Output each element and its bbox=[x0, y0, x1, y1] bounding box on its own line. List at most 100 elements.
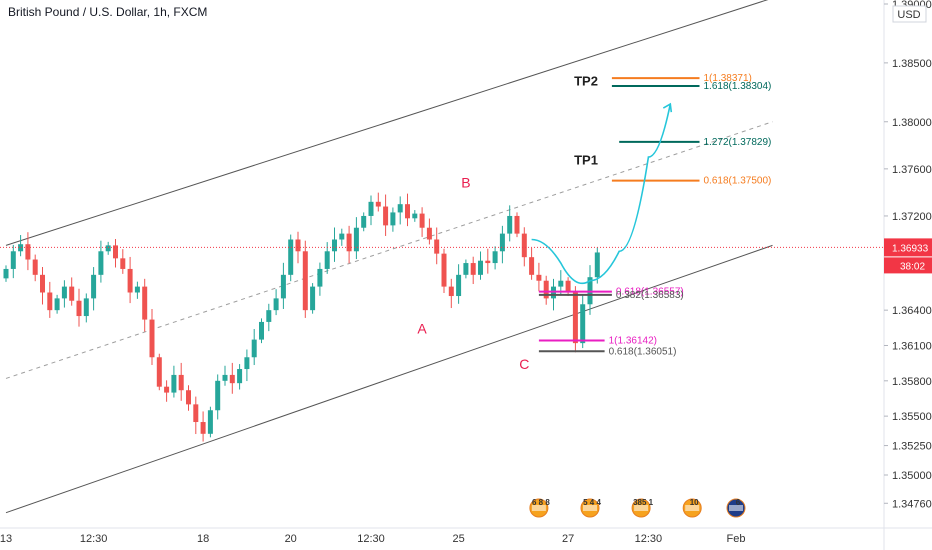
candle-body bbox=[470, 263, 476, 275]
candle-body bbox=[594, 252, 600, 278]
time-tick-label: 25 bbox=[452, 533, 464, 545]
candle-body bbox=[448, 286, 454, 297]
candle-body bbox=[456, 274, 462, 297]
candle-body bbox=[412, 213, 418, 219]
candle-body bbox=[215, 380, 221, 411]
current-price-text: 1.36933 bbox=[892, 243, 929, 254]
wave-label: A bbox=[417, 321, 427, 337]
currency-label: USD bbox=[897, 9, 920, 21]
price-tick-label: 1.35250 bbox=[892, 441, 932, 453]
channel-upper-line[interactable] bbox=[5, 0, 773, 246]
candle-body bbox=[324, 251, 330, 269]
time-tick-label: 12:30 bbox=[635, 533, 663, 545]
projection-arrowhead bbox=[662, 102, 673, 113]
event-count-label: 10 bbox=[690, 498, 699, 507]
time-tick-label: 18 bbox=[197, 533, 209, 545]
candle-body bbox=[485, 260, 491, 264]
price-tick-label: 1.38000 bbox=[892, 117, 932, 129]
candle-body bbox=[113, 245, 118, 259]
time-tick-label: 27 bbox=[562, 533, 574, 545]
candle-body bbox=[222, 374, 228, 381]
candle-body bbox=[295, 239, 301, 252]
countdown-text: 38:02 bbox=[900, 261, 925, 272]
wave-label: B bbox=[461, 175, 470, 191]
candle-body bbox=[463, 263, 469, 275]
candle-body bbox=[397, 204, 403, 213]
candle-body bbox=[405, 204, 410, 219]
event-flag-stripe bbox=[531, 505, 546, 511]
candle-body bbox=[558, 280, 564, 287]
time-tick-label: 12:30 bbox=[80, 533, 108, 545]
fib-level-label: 1.618(1.38304) bbox=[704, 81, 772, 92]
event-flag-stripe bbox=[729, 505, 743, 511]
candle-body bbox=[149, 319, 155, 358]
candle-body bbox=[105, 245, 111, 252]
candle-body bbox=[419, 213, 425, 228]
event-count-label: 6 bbox=[736, 498, 741, 507]
price-tick-label: 1.36400 bbox=[892, 305, 932, 317]
candle-body bbox=[346, 233, 352, 252]
candle-body bbox=[434, 239, 440, 254]
candle-body bbox=[207, 410, 213, 434]
target-label: TP2 bbox=[574, 74, 598, 89]
candle-body bbox=[353, 227, 359, 252]
candle-body bbox=[543, 280, 549, 299]
time-tick-label: 20 bbox=[285, 533, 297, 545]
fib-level-label: 0.382(1.36583) bbox=[616, 290, 684, 301]
candle-body bbox=[361, 215, 367, 228]
candle-body bbox=[91, 274, 97, 299]
candle-body bbox=[580, 304, 586, 344]
candle-body bbox=[178, 374, 184, 391]
event-count-label: 6 8 8 bbox=[532, 498, 550, 507]
time-axis[interactable]: 13 12:30 18 20 12:30 25 27 12:30 Feb bbox=[0, 527, 932, 545]
projection-path[interactable] bbox=[531, 103, 672, 285]
currency-box[interactable] bbox=[892, 5, 927, 23]
candle-body bbox=[47, 292, 53, 311]
candle-body bbox=[339, 233, 345, 240]
price-tick-label: 1.35500 bbox=[892, 411, 932, 423]
candle-body bbox=[288, 239, 294, 275]
candle-body bbox=[156, 357, 162, 387]
fib-level-label: 1.272(1.37829) bbox=[704, 137, 772, 148]
candle-body bbox=[229, 374, 235, 384]
candle-body bbox=[98, 251, 104, 275]
candle-body bbox=[171, 374, 177, 393]
candle-body bbox=[237, 369, 243, 384]
fib-level-label: 0.618(1.36051) bbox=[609, 346, 677, 357]
channel-mid-line[interactable] bbox=[5, 121, 773, 379]
chart-title: British Pound / U.S. Dollar, 1h, FXCM bbox=[8, 5, 207, 19]
candle-body bbox=[572, 292, 578, 344]
time-tick-label: 12:30 bbox=[357, 533, 385, 545]
fib-level-label: 1(1.36142) bbox=[609, 336, 657, 347]
candle-body bbox=[120, 258, 126, 269]
fib-level-label: 1(1.38371) bbox=[704, 73, 752, 84]
candle-body bbox=[390, 212, 396, 226]
candle-body bbox=[565, 280, 571, 293]
event-flag-stripe bbox=[685, 505, 700, 511]
candle-body bbox=[69, 286, 75, 301]
candle-body bbox=[310, 286, 316, 311]
target-label: TP1 bbox=[574, 152, 598, 167]
candle-body bbox=[164, 386, 170, 393]
candle-body bbox=[317, 268, 323, 287]
price-tick-label: 1.34760 bbox=[892, 498, 932, 510]
current-price-badge[interactable] bbox=[884, 238, 932, 257]
candle-body bbox=[127, 268, 133, 293]
candle-body bbox=[441, 253, 447, 287]
candle-body bbox=[536, 274, 542, 281]
candle-body bbox=[134, 286, 140, 293]
candle-body bbox=[54, 298, 60, 311]
channel-lower-line[interactable] bbox=[5, 244, 773, 514]
candle-body bbox=[40, 274, 45, 293]
event-flag-stripe bbox=[634, 505, 649, 511]
candle-body bbox=[478, 260, 483, 275]
candle-body bbox=[280, 274, 286, 299]
candle-body bbox=[61, 286, 67, 299]
event-flag-stripe bbox=[583, 505, 597, 511]
price-tick-label: 1.37600 bbox=[892, 164, 932, 176]
candle-body bbox=[142, 286, 148, 320]
candle-body bbox=[32, 259, 38, 275]
candle-body bbox=[244, 357, 250, 370]
price-tick-label: 1.38500 bbox=[892, 58, 932, 70]
